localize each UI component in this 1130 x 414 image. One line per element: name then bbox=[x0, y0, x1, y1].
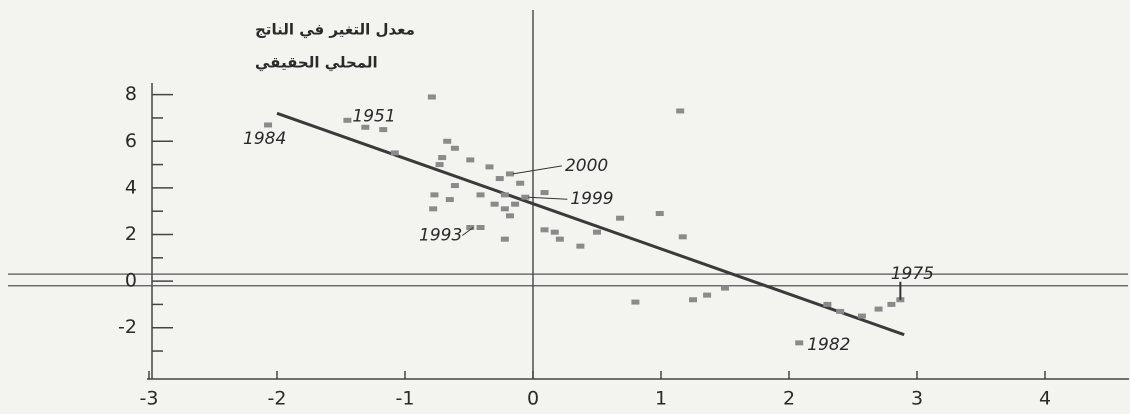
point-label: 1999 bbox=[570, 189, 613, 209]
x-tick-label: 1 bbox=[655, 388, 667, 410]
point bbox=[521, 194, 530, 200]
x-tick-label: 4 bbox=[1039, 388, 1051, 410]
leader-line bbox=[512, 165, 563, 175]
point bbox=[495, 176, 504, 182]
point bbox=[550, 229, 559, 235]
point bbox=[500, 206, 509, 212]
y-axis-title: المحلي الحقيقي bbox=[255, 54, 378, 72]
point bbox=[505, 213, 514, 219]
x-tick-label: -2 bbox=[268, 388, 287, 410]
trend-line bbox=[276, 111, 905, 337]
point bbox=[887, 301, 896, 307]
point bbox=[505, 171, 514, 177]
point bbox=[689, 297, 697, 303]
point bbox=[450, 145, 459, 151]
point bbox=[857, 313, 866, 319]
point bbox=[676, 108, 685, 114]
point-label: 1984 bbox=[243, 129, 286, 149]
point bbox=[485, 164, 494, 170]
point-label: 1982 bbox=[807, 335, 850, 355]
point bbox=[435, 162, 444, 168]
point-label: 1975 bbox=[891, 264, 934, 284]
point-label: 1951 bbox=[352, 106, 395, 126]
point bbox=[874, 306, 883, 312]
point-label: 2000 bbox=[565, 156, 608, 176]
point bbox=[466, 157, 475, 163]
point bbox=[361, 124, 370, 130]
point bbox=[466, 225, 475, 231]
point bbox=[516, 180, 525, 186]
x-tick-label: 0 bbox=[527, 388, 539, 410]
y-tick-label: 8 bbox=[125, 83, 137, 105]
point bbox=[576, 243, 585, 249]
point bbox=[490, 201, 499, 207]
point bbox=[430, 192, 439, 198]
y-tick-label: 6 bbox=[125, 130, 137, 152]
x-tick-label: -3 bbox=[140, 388, 159, 410]
y-tick-label: 2 bbox=[125, 223, 137, 245]
point bbox=[427, 94, 436, 100]
point bbox=[445, 197, 454, 203]
point bbox=[443, 138, 452, 144]
point bbox=[555, 236, 564, 242]
y-tick-label: 4 bbox=[125, 176, 137, 198]
point bbox=[511, 201, 520, 207]
point bbox=[593, 229, 601, 235]
point bbox=[476, 225, 485, 231]
point bbox=[476, 192, 485, 198]
point bbox=[678, 234, 687, 240]
x-tick-label: 3 bbox=[911, 388, 923, 410]
point bbox=[703, 292, 712, 298]
point bbox=[450, 183, 459, 189]
point bbox=[540, 190, 549, 196]
point bbox=[823, 301, 832, 307]
point bbox=[655, 211, 664, 217]
leader-line bbox=[461, 227, 474, 236]
point bbox=[500, 236, 509, 242]
x-tick-label: 2 bbox=[783, 388, 795, 410]
point bbox=[429, 206, 438, 212]
point bbox=[379, 127, 388, 133]
y-axis-title: معدل التغير في الناتج bbox=[255, 21, 415, 39]
y-tick-label: 0 bbox=[125, 270, 137, 292]
point bbox=[836, 308, 845, 314]
leader-line bbox=[528, 196, 568, 200]
point bbox=[721, 285, 729, 291]
x-tick-label: -1 bbox=[396, 388, 415, 410]
point bbox=[795, 340, 804, 346]
point bbox=[264, 122, 273, 128]
point bbox=[631, 299, 640, 305]
point bbox=[616, 215, 625, 221]
y-tick-label: -2 bbox=[118, 316, 137, 338]
point bbox=[343, 117, 352, 123]
point bbox=[438, 155, 447, 161]
point bbox=[500, 192, 509, 198]
point bbox=[540, 227, 549, 233]
point-label: 1993 bbox=[419, 226, 462, 246]
point bbox=[390, 150, 399, 156]
